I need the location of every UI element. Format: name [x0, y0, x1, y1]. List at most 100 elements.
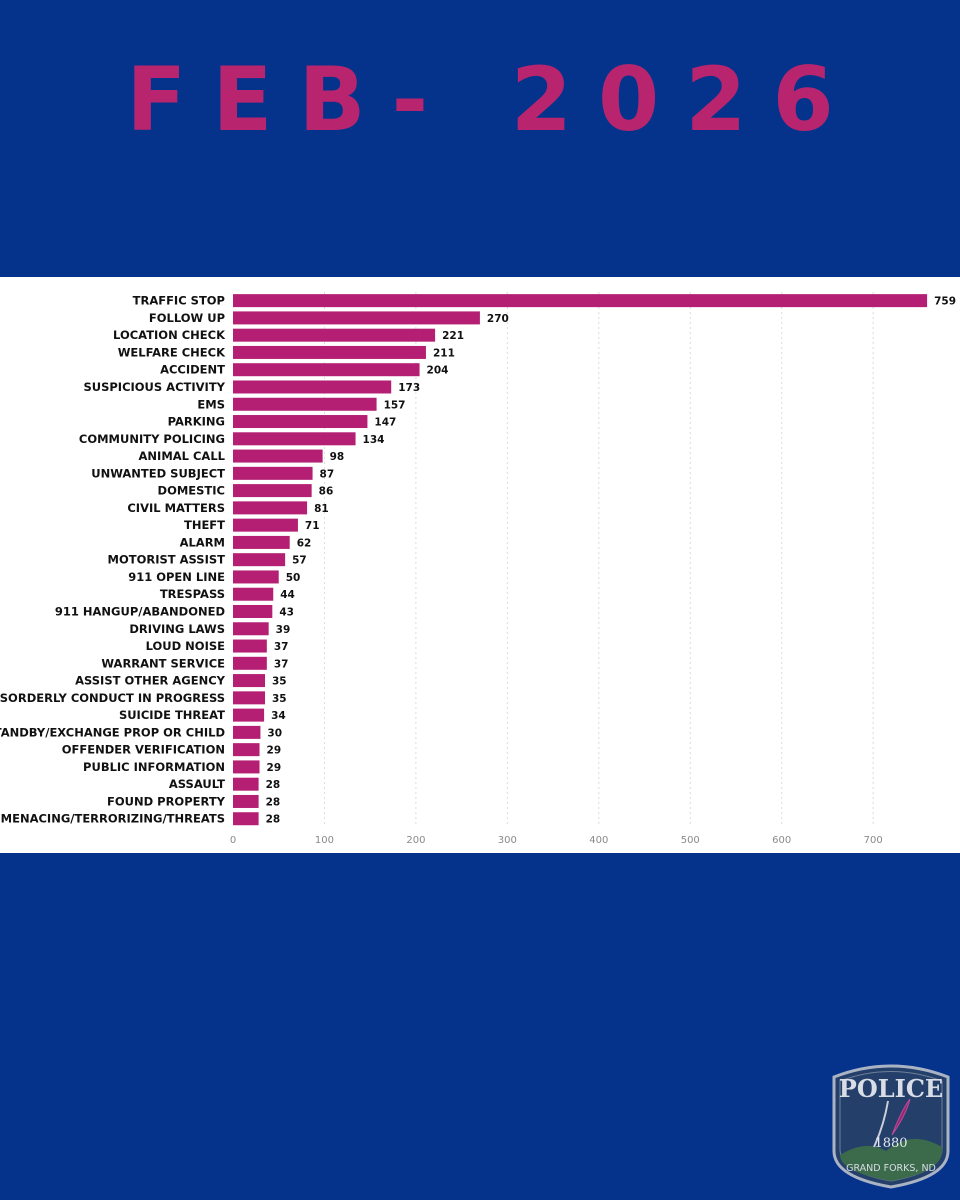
bar — [233, 294, 928, 308]
bar — [233, 328, 436, 342]
bar — [233, 743, 260, 757]
bar — [233, 656, 267, 670]
data-label: 34 — [271, 710, 286, 722]
bar — [233, 674, 266, 688]
category-label: LOUD NOISE — [146, 639, 226, 653]
x-tick-label: 100 — [315, 835, 334, 846]
data-label: 57 — [292, 555, 307, 567]
bar — [233, 535, 290, 549]
x-tick-label: 400 — [589, 835, 608, 846]
data-label: 87 — [320, 468, 335, 480]
data-label: 270 — [487, 313, 509, 325]
data-label: 28 — [266, 796, 281, 808]
badge-hills-icon — [840, 1138, 942, 1181]
category-label: ASSAULT — [169, 777, 225, 791]
data-label: 35 — [272, 676, 287, 688]
badge-top-text: POLICE — [839, 1074, 943, 1103]
x-tick-label: 700 — [864, 835, 883, 846]
bar-chart: 0 100 200 300 400 500 600 700 TRAFFIC STOP 759 FOL… — [0, 292, 956, 846]
category-label: 911 OPEN LINE — [128, 570, 225, 584]
category-label: ANIMAL CALL — [139, 449, 226, 463]
category-label: LOCATION CHECK — [113, 328, 226, 342]
bar — [233, 691, 266, 705]
category-label: EMS — [197, 397, 225, 411]
bar — [233, 604, 273, 618]
data-label: 211 — [433, 347, 455, 359]
data-label: 98 — [330, 451, 345, 463]
bar — [233, 725, 261, 739]
bar — [233, 432, 356, 446]
category-label: SUSPICIOUS ACTIVITY — [83, 380, 225, 394]
data-label: 39 — [276, 624, 291, 636]
badge-year-text: 1880 — [874, 1136, 907, 1151]
page-title: FEB- 2026 — [126, 48, 860, 151]
x-tick-label: 0 — [230, 835, 236, 846]
data-label: 221 — [442, 330, 464, 342]
bar — [233, 794, 259, 808]
x-tick-label: 500 — [681, 835, 700, 846]
category-label: STANDBY/EXCHANGE PROP OR CHILD — [0, 725, 225, 739]
data-label: 62 — [297, 537, 312, 549]
data-label: 147 — [374, 417, 396, 429]
category-label: UNWANTED SUBJECT — [91, 466, 225, 480]
bar — [233, 311, 480, 325]
data-label: 28 — [266, 779, 281, 791]
category-label: DRIVING LAWS — [129, 622, 225, 636]
bar — [233, 553, 286, 567]
bar — [233, 622, 269, 636]
data-label: 30 — [267, 727, 282, 739]
data-label: 28 — [266, 814, 281, 826]
data-label: 44 — [280, 589, 295, 601]
category-label: THEFT — [184, 518, 225, 532]
category-label: PUBLIC INFORMATION — [83, 760, 225, 774]
bar — [233, 415, 368, 429]
data-label: 29 — [267, 762, 282, 774]
category-label: WELFARE CHECK — [118, 345, 226, 359]
bar — [233, 466, 313, 480]
data-label: 204 — [427, 365, 449, 377]
bar — [233, 397, 377, 411]
category-label: FOUND PROPERTY — [107, 794, 226, 808]
category-label: CIVIL MATTERS — [127, 501, 225, 515]
category-label: ALARM — [180, 535, 225, 549]
x-tick-label: 600 — [772, 835, 791, 846]
category-label: TRAFFIC STOP — [133, 294, 225, 308]
bar — [233, 812, 259, 826]
category-label: DISORDERLY CONDUCT IN PROGRESS — [0, 691, 225, 705]
data-label: 157 — [384, 399, 406, 411]
data-label: 81 — [314, 503, 329, 515]
bar — [233, 760, 260, 774]
chart-panel: 0 100 200 300 400 500 600 700 TRAFFIC STOP 759 FOL… — [0, 277, 960, 853]
category-label: ASSIST OTHER AGENCY — [75, 674, 226, 688]
category-label: TRESPASS — [160, 587, 225, 601]
bar — [233, 777, 259, 791]
bar — [233, 449, 323, 463]
x-tick-label: 300 — [498, 835, 517, 846]
bar — [233, 587, 274, 601]
bar — [233, 501, 308, 515]
category-label: SUICIDE THREAT — [119, 708, 225, 722]
data-label: 43 — [279, 606, 294, 618]
bar — [233, 639, 267, 653]
badge-bottom-text: GRAND FORKS, ND — [846, 1163, 936, 1174]
category-label: MENACING/TERRORIZING/THREATS — [1, 812, 225, 826]
data-label: 37 — [274, 641, 289, 653]
badge-wheat-icon — [873, 1100, 889, 1148]
bar — [233, 708, 265, 722]
data-label: 35 — [272, 693, 287, 705]
category-label: DOMESTIC — [158, 484, 225, 498]
bar — [233, 484, 312, 498]
data-label: 50 — [286, 572, 301, 584]
data-label: 134 — [363, 434, 385, 446]
bar — [233, 363, 420, 377]
category-label: OFFENDER VERIFICATION — [62, 743, 225, 757]
category-label: 911 HANGUP/ABANDONED — [55, 604, 225, 618]
bar — [233, 345, 426, 359]
bar — [233, 518, 298, 532]
data-label: 759 — [934, 296, 956, 308]
bar — [233, 380, 392, 394]
category-label: PARKING — [168, 415, 225, 429]
category-label: COMMUNITY POLICING — [79, 432, 225, 446]
category-label: ACCIDENT — [160, 363, 225, 377]
data-label: 29 — [267, 745, 282, 757]
